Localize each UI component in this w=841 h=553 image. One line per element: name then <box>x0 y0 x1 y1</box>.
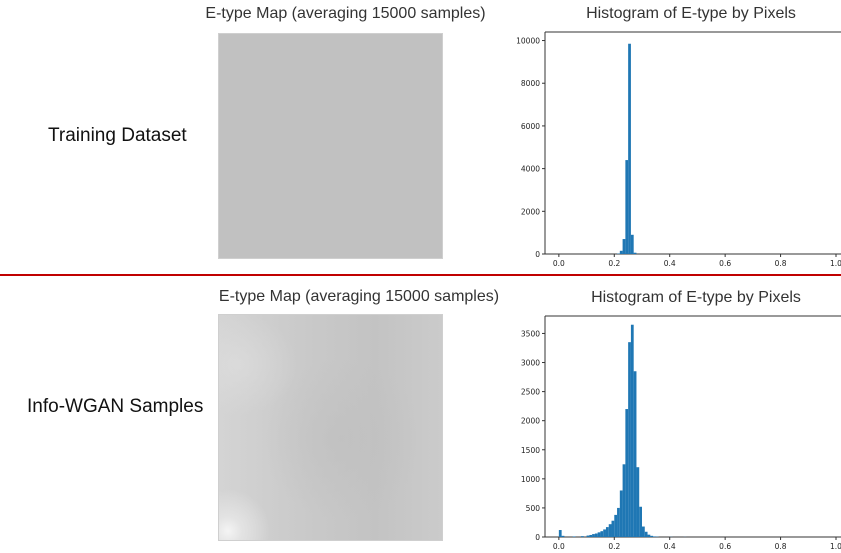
histogram-bar <box>622 239 626 254</box>
row-divider <box>0 274 841 276</box>
etype-map-info-wgan <box>218 314 443 541</box>
y-tick-label: 4000 <box>521 165 540 174</box>
y-tick-label: 1500 <box>521 446 540 455</box>
y-tick-label: 0 <box>535 250 540 259</box>
histogram-training: 0 2000 4000 6000 8000 10000 0.0 0.2 0.4 0.6 0.8 1.0 <box>516 31 841 268</box>
histogram-bar <box>628 43 631 254</box>
histogram-bar <box>600 531 604 537</box>
histogram-bar <box>594 533 598 537</box>
histogram-bar <box>628 342 631 537</box>
y-tick-label: 1000 <box>521 475 540 484</box>
histogram-bar <box>630 324 634 537</box>
x-tick-label: 0.2 <box>608 542 620 551</box>
map-title-info-wgan: E-type Map (averaging 15000 samples) <box>218 288 500 305</box>
y-tick-label: 2000 <box>521 207 540 216</box>
x-tick-label: 0.0 <box>553 542 565 551</box>
histogram-bar <box>644 531 648 537</box>
x-tick-label: 0.0 <box>553 259 565 268</box>
histogram-bar <box>642 526 645 537</box>
y-tick-label: 3500 <box>521 329 540 338</box>
histogram-bar <box>650 535 654 537</box>
histogram-bar <box>611 520 615 537</box>
histogram-bar <box>647 534 651 537</box>
hist-title-training: Histogram of E-type by Pixels <box>586 5 796 22</box>
histogram-bar <box>617 507 620 537</box>
histogram-bar <box>633 371 637 537</box>
x-tick-label: 0.4 <box>664 542 676 551</box>
x-tick-label: 0.4 <box>664 259 676 268</box>
histogram-bar <box>603 529 606 537</box>
y-tick-label: 2500 <box>521 388 540 397</box>
histogram-bar <box>622 464 626 537</box>
y-tick-label: 8000 <box>521 79 540 88</box>
histogram-bar <box>589 534 593 537</box>
y-tick-label: 3000 <box>521 359 540 368</box>
histogram-bar <box>597 532 601 537</box>
histogram-bar <box>558 530 562 537</box>
row-label-training: Training Dataset <box>48 125 187 146</box>
histogram-bar <box>614 514 618 537</box>
histogram-bar <box>625 409 629 537</box>
x-tick-label: 0.6 <box>719 259 731 268</box>
etype-map-training <box>218 33 443 259</box>
histogram-bar <box>586 535 590 537</box>
histogram-bar <box>630 234 634 254</box>
y-tick-label: 2000 <box>521 417 540 426</box>
histogram-bar <box>561 535 565 537</box>
histogram-bar <box>605 527 609 537</box>
histogram-bar <box>639 506 642 537</box>
histogram-bar <box>572 536 576 537</box>
histogram-bar <box>625 160 629 254</box>
histogram-bar <box>592 534 595 537</box>
histogram-bar <box>619 250 623 254</box>
y-tick-label: 0 <box>535 533 540 542</box>
y-tick-label: 500 <box>526 504 541 513</box>
histogram-bar <box>581 536 584 537</box>
hist-title-info-wgan: Histogram of E-type by Pixels <box>591 289 801 306</box>
map-title-training: E-type Map (averaging 15000 samples) <box>205 5 486 22</box>
y-tick-label: 6000 <box>521 122 540 131</box>
histogram-bar <box>619 490 623 537</box>
histogram-bar <box>636 467 640 537</box>
x-tick-label: 0.8 <box>775 259 787 268</box>
histogram-info-wgan: 0 500 1000 1500 2000 2500 3000 3500 0.0 0.2 0.4 0.6… <box>521 315 841 551</box>
row-label-info-wgan: Info-WGAN Samples <box>27 396 204 417</box>
histogram-bar <box>608 524 612 537</box>
y-tick-label: 10000 <box>516 37 540 46</box>
x-tick-label: 0.6 <box>719 542 731 551</box>
x-tick-label: 0.2 <box>608 259 620 268</box>
x-tick-label: 1.0 <box>830 259 841 268</box>
x-tick-label: 0.8 <box>775 542 787 551</box>
x-tick-label: 1.0 <box>830 542 841 551</box>
histogram-bar <box>653 536 656 537</box>
histogram-bar <box>633 252 637 254</box>
